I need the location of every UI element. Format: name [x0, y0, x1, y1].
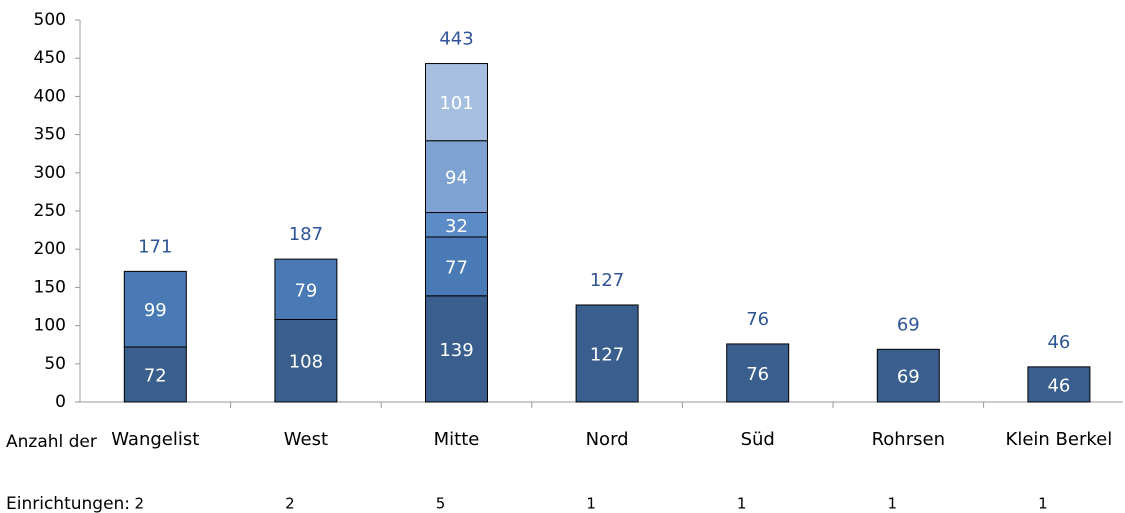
total-label: 187 [289, 224, 323, 245]
bar-segment [274, 258, 338, 320]
y-tick-label: 300 [34, 163, 66, 183]
total-label: 171 [138, 236, 172, 257]
count: 2 [285, 495, 295, 513]
bar-segment [425, 236, 488, 297]
bar-segment [425, 140, 488, 214]
y-tick-label: 100 [34, 316, 66, 336]
bar-segment [123, 270, 187, 348]
bar-segment [1027, 366, 1091, 403]
count: 2 [135, 495, 145, 513]
total-label: 127 [590, 270, 624, 291]
segment-label: 77 [445, 257, 468, 278]
count: 1 [888, 495, 898, 513]
x-tick-label: Mitte [434, 429, 480, 450]
y-tick-label: 400 [34, 86, 66, 106]
y-tick-label: 350 [34, 125, 66, 145]
segment-label: 127 [590, 344, 624, 365]
y-tick-label: 0 [55, 392, 66, 412]
segment-label: 76 [746, 364, 769, 385]
count: 5 [436, 495, 446, 513]
count: 1 [586, 495, 596, 513]
x-tick-label: West [284, 429, 328, 450]
y-tick-label: 500 [34, 10, 66, 30]
total-label: 46 [1047, 332, 1070, 353]
segment-label: 46 [1047, 375, 1070, 396]
x-tick-label: Nord [586, 429, 629, 450]
bar-segment [726, 343, 790, 403]
y-tick-label: 50 [44, 354, 66, 374]
x-tick-label: Rohrsen [872, 429, 945, 450]
total-label: 69 [897, 314, 920, 335]
x-tick-label: Süd [741, 429, 775, 450]
bar-segment [425, 212, 488, 238]
segment-label: 94 [445, 168, 468, 189]
segment-label: 72 [144, 365, 167, 386]
x-tick-label: Wangelist [111, 429, 199, 450]
y-tick-label: 150 [34, 277, 66, 297]
bar-segment [876, 348, 940, 403]
y-tick-label: 450 [34, 48, 66, 68]
bar-segment [575, 304, 639, 403]
segment-label: 32 [445, 216, 468, 237]
count-label: Anzahl der [6, 432, 97, 452]
total-label: 76 [746, 309, 769, 330]
x-tick-label: Klein Berkel [1006, 429, 1113, 450]
count: 1 [737, 495, 747, 513]
segment-label: 79 [294, 280, 317, 301]
y-tick-label: 200 [34, 239, 66, 259]
segment-label: 101 [439, 93, 473, 114]
bar-segment [425, 295, 488, 403]
y-tick-label: 250 [34, 201, 66, 221]
segment-label: 108 [289, 352, 323, 373]
count: 1 [1038, 495, 1048, 513]
total-label: 443 [439, 29, 473, 50]
segment-label: 139 [439, 340, 473, 361]
segment-label: 99 [144, 300, 167, 321]
count-label: Einrichtungen: [6, 494, 130, 513]
bar-segment [274, 318, 338, 403]
segment-label: 69 [897, 367, 920, 388]
bar-segment [425, 63, 488, 142]
